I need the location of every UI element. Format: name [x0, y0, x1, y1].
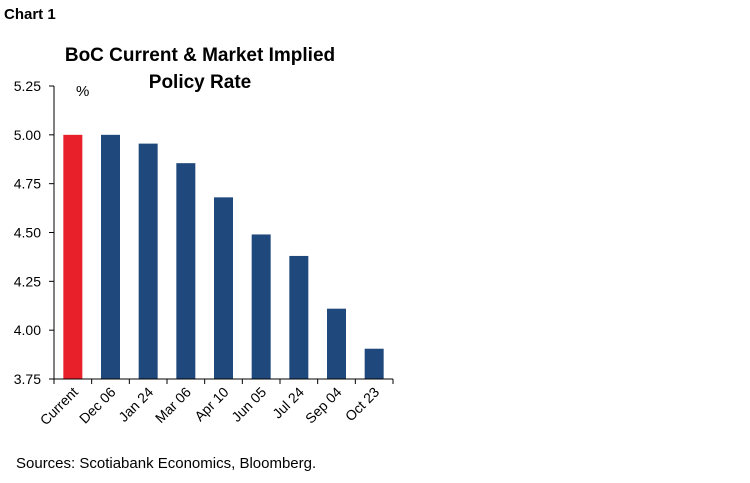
y-tick-label: 4.75	[14, 176, 41, 192]
x-tick-label: Apr 10	[191, 384, 232, 425]
x-tick-label: Current	[37, 384, 81, 428]
x-tick-label: Mar 06	[152, 384, 194, 426]
bar-jan-24	[138, 143, 158, 379]
y-tick-label: 5.25	[14, 78, 41, 94]
chart-title-line-1: BoC Current & Market Implied	[64, 45, 336, 66]
bar-jul-24	[289, 255, 309, 379]
y-tick-label: 4.00	[14, 322, 41, 338]
bar-dec-06	[101, 134, 120, 379]
bars	[63, 134, 384, 379]
x-tick-label: Jun 05	[228, 384, 269, 425]
y-tick-label: 4.50	[14, 225, 41, 241]
y-axis-ticks: 3.75 4.00 4.25 4.50 4.75 5.00 5.25	[14, 78, 54, 387]
y-tick-label: 4.25	[14, 273, 41, 289]
bar-jun-05	[251, 234, 271, 379]
y-tick-label: 3.75	[14, 371, 41, 387]
axes	[53, 86, 394, 384]
source-note: Sources: Scotiabank Economics, Bloomberg…	[16, 455, 317, 472]
x-tick-label: Jan 24	[115, 384, 156, 425]
y-tick-label: 5.00	[14, 127, 41, 143]
bar-current	[63, 134, 83, 379]
bar-mar-06	[176, 163, 196, 379]
y-unit-label: %	[76, 83, 90, 100]
x-tick-label: Oct 23	[342, 384, 383, 425]
bar-apr-10	[214, 197, 233, 379]
chart-number-label: Chart 1	[4, 6, 56, 23]
x-tick-label: Dec 06	[76, 384, 119, 427]
x-tick-label: Sep 04	[302, 384, 345, 427]
chart-title: BoC Current & Market Implied Policy Rate	[40, 42, 360, 96]
chart-title-line-2: Policy Rate	[148, 72, 252, 93]
bar-sep-04	[327, 308, 346, 379]
bar-oct-23	[364, 348, 384, 379]
